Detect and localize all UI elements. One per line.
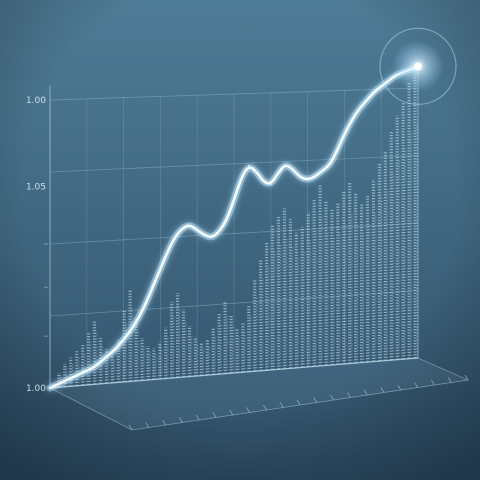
series-point <box>159 267 162 270</box>
series-point <box>358 108 361 110</box>
x-axis-tick <box>464 374 469 381</box>
series-point <box>203 234 206 237</box>
x-axis-tick <box>431 379 435 386</box>
x-axis-tick <box>313 397 318 403</box>
series-point <box>93 366 96 369</box>
series-point <box>247 164 250 167</box>
series-point <box>137 317 140 320</box>
x-axis-tick <box>380 387 385 393</box>
x-axis-tick <box>145 422 150 428</box>
x-axis-line <box>49 357 419 389</box>
x-axis-tick <box>162 419 166 426</box>
series-point <box>269 183 272 186</box>
x-axis-tick <box>195 414 200 421</box>
x-axis-tick <box>397 384 402 391</box>
x-axis-tick <box>229 409 234 416</box>
x-axis-tick <box>246 407 250 413</box>
series-point <box>49 387 51 389</box>
x-axis-tick <box>212 412 217 418</box>
y-axis-ticks: 1.00 1.05 1.00 <box>26 96 48 394</box>
y-tick-label: 1.05 <box>26 182 46 192</box>
series-point <box>181 227 184 229</box>
x-axis-tick <box>363 389 368 396</box>
x-axis-floor <box>48 357 470 431</box>
series-point <box>291 168 294 171</box>
grid-line-horizontal <box>49 222 419 245</box>
series-point <box>314 175 316 178</box>
bar-series <box>51 71 418 388</box>
endpoint-glow <box>379 27 457 106</box>
x-axis-tick <box>330 394 334 401</box>
y-tick-label: 1.00 <box>26 384 46 394</box>
endpoint-marker <box>414 62 422 71</box>
series-point <box>380 85 383 88</box>
series-point <box>71 376 73 379</box>
grid-line-horizontal <box>49 155 419 173</box>
x-axis-tick <box>279 402 284 408</box>
endpoint-ring <box>379 27 457 106</box>
x-axis-tick <box>263 404 267 411</box>
grid-line-horizontal <box>49 87 419 101</box>
y-tick-label: 1.00 <box>26 96 46 106</box>
series-point <box>225 219 228 221</box>
series-point <box>115 347 118 350</box>
series-point <box>336 150 338 152</box>
x-axis-tick <box>447 377 452 383</box>
x-axis-tick <box>128 424 133 431</box>
line-series <box>46 62 422 392</box>
x-axis-tick <box>414 382 418 388</box>
x-axis-tick <box>179 417 183 423</box>
x-axis-tick <box>296 399 301 406</box>
x-axis-tick <box>347 392 351 398</box>
